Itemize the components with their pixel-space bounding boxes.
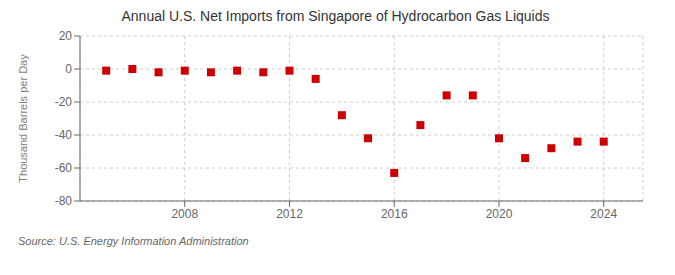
svg-text:2012: 2012 bbox=[276, 207, 303, 221]
svg-text:0: 0 bbox=[65, 62, 72, 76]
svg-text:2016: 2016 bbox=[381, 207, 408, 221]
html-text:Source: U.S. Energy Informatio: Source: U.S. Energy Information Administ… bbox=[18, 235, 249, 247]
svg-text:-60: -60 bbox=[55, 161, 73, 175]
svg-text:2020: 2020 bbox=[486, 207, 513, 221]
html-text:Annual U.S. Net Imports from S: Annual U.S. Net Imports from Singapore o… bbox=[121, 8, 550, 24]
svg-text:-80: -80 bbox=[55, 194, 73, 208]
svg-text:2024: 2024 bbox=[590, 207, 617, 221]
svg-text:20: 20 bbox=[59, 29, 73, 43]
svg-text:Thousand Barrels per Day: Thousand Barrels per Day bbox=[17, 54, 29, 183]
svg-text:2008: 2008 bbox=[171, 207, 198, 221]
svg-text:-20: -20 bbox=[55, 95, 73, 109]
svg-text:-40: -40 bbox=[55, 128, 73, 142]
